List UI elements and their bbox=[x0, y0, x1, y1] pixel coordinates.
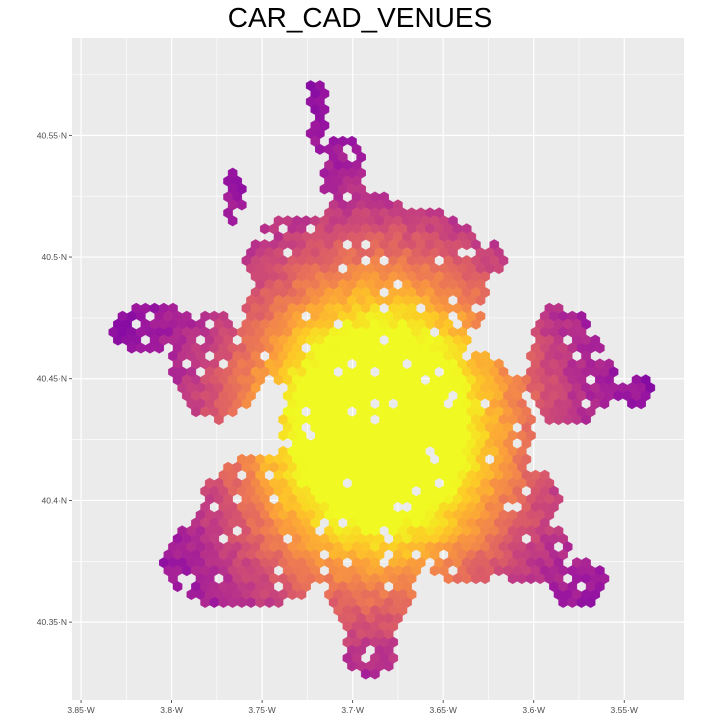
hex-cell bbox=[475, 294, 486, 306]
hex-cell bbox=[471, 318, 481, 330]
y-tick-label: 40.55·N bbox=[37, 130, 67, 140]
y-tick-label: 40.45·N bbox=[37, 374, 67, 384]
hex-cell bbox=[154, 342, 165, 354]
hex-cell bbox=[172, 581, 183, 593]
hex-cell bbox=[370, 668, 380, 680]
x-tick-label: 3.6·W bbox=[522, 705, 545, 715]
hex-cell bbox=[599, 398, 610, 410]
hex-cell bbox=[581, 414, 591, 426]
x-tick-label: 3.55·W bbox=[611, 705, 638, 715]
hex-cell bbox=[227, 215, 238, 227]
hex-cell bbox=[237, 199, 247, 211]
y-tick-label: 40.4·N bbox=[41, 495, 67, 505]
y-axis: 40.35·N 40.4·N 40.45·N 40.5·N 40.55·N bbox=[37, 130, 72, 627]
x-tick-label: 3.65·W bbox=[429, 705, 456, 715]
hex-cells bbox=[108, 80, 656, 680]
hex-cell bbox=[636, 398, 646, 410]
hex-cell bbox=[494, 263, 504, 275]
hex-cell bbox=[227, 406, 238, 418]
hex-cell bbox=[585, 596, 596, 608]
y-tick-label: 40.5·N bbox=[41, 252, 67, 262]
x-tick-label: 3.8·W bbox=[160, 705, 183, 715]
y-tick-label: 40.35·N bbox=[37, 617, 67, 627]
hex-cell bbox=[480, 573, 490, 585]
hex-cell bbox=[241, 398, 252, 410]
hex-cell bbox=[383, 660, 394, 672]
map-title: CAR_CAD_VENUES bbox=[227, 2, 493, 33]
x-tick-label: 3.75·W bbox=[248, 705, 275, 715]
x-tick-label: 3.7·W bbox=[341, 705, 364, 715]
hex-cell bbox=[595, 342, 605, 354]
hex-cell bbox=[273, 596, 284, 608]
hex-cell bbox=[296, 588, 307, 601]
hex-cell bbox=[214, 414, 224, 426]
x-tick-label: 3.85·W bbox=[67, 705, 94, 715]
x-axis: 3.85·W 3.8·W 3.75·W 3.7·W 3.65·W 3.6·W 3.55·W bbox=[67, 700, 638, 715]
